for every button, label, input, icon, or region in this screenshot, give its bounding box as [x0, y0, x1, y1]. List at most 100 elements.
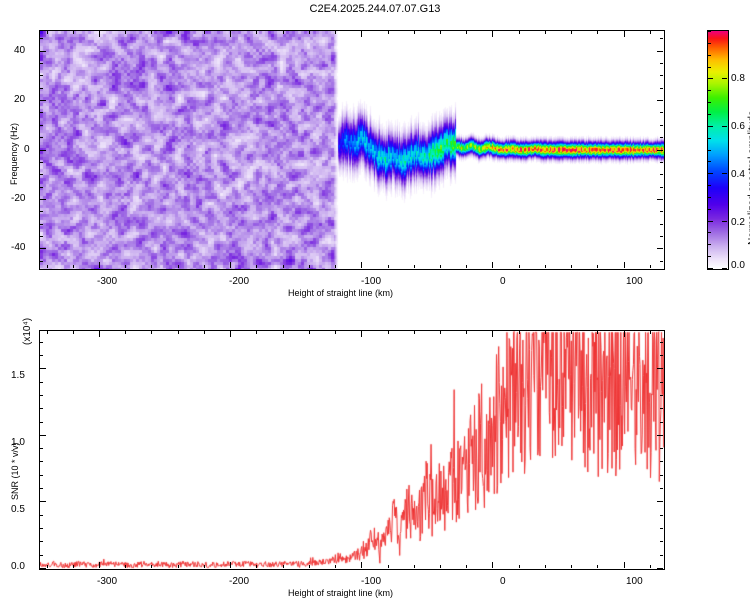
axis-tick [624, 31, 625, 37]
axis-tick [660, 38, 663, 39]
axis-tick [597, 31, 598, 34]
axis-tick [151, 331, 152, 334]
snr-y-axis-title: SNR (10 * v/v) [10, 442, 20, 500]
colorbar-tick-label-08: 0.8 [731, 73, 745, 84]
axis-tick [40, 501, 43, 502]
spec-ytick-label-20n: -20 [11, 193, 26, 204]
colorbar-minor-tick [708, 126, 711, 127]
axis-tick [650, 31, 651, 34]
axis-tick [660, 125, 663, 126]
axis-tick [660, 100, 663, 101]
axis-tick [40, 422, 43, 423]
axis-tick [660, 528, 663, 529]
colorbar-minor-tick [708, 67, 711, 68]
colorbar-minor-tick [708, 102, 711, 103]
axis-tick [309, 31, 310, 34]
axis-tick [335, 31, 336, 34]
axis-tick [361, 331, 362, 337]
axis-tick [466, 31, 467, 34]
axis-tick [40, 88, 43, 89]
axis-tick [40, 382, 43, 383]
spectrogram-axes [39, 30, 665, 270]
axis-tick [660, 211, 663, 212]
axis-tick [660, 435, 663, 436]
axis-tick [178, 31, 179, 34]
colorbar-tick-label-02: 0.2 [731, 217, 745, 228]
axis-tick [624, 565, 625, 568]
axis-tick [40, 38, 43, 39]
axis-tick [40, 555, 43, 556]
axis-tick [660, 261, 663, 262]
axis-tick [40, 112, 43, 113]
colorbar-minor-tick [708, 150, 711, 151]
axis-tick [660, 555, 663, 556]
colorbar-tick [722, 126, 727, 127]
axis-tick [660, 475, 663, 476]
axis-tick [660, 368, 663, 369]
axis-tick [388, 331, 389, 334]
snr-xtick-label-100n: -100 [361, 576, 382, 587]
spec-xtick-label-100p: 100 [626, 276, 643, 287]
axis-tick [99, 565, 100, 568]
axis-tick [204, 31, 205, 34]
axis-tick [492, 331, 493, 334]
axis-tick [361, 331, 362, 334]
axis-tick [309, 265, 310, 268]
axis-tick [660, 187, 663, 188]
axis-tick [40, 199, 43, 200]
axis-tick [519, 331, 520, 334]
axis-tick [361, 265, 362, 268]
snr-ytick-label-10: 1.0 [11, 437, 25, 448]
colorbar-minor-tick [708, 232, 711, 233]
axis-tick [283, 31, 284, 34]
snr-axes [39, 330, 665, 570]
spec-ytick-label-0: 0 [24, 144, 30, 155]
axis-tick [492, 565, 493, 568]
axis-tick [414, 331, 415, 334]
axis-tick [99, 31, 100, 37]
axis-tick [204, 331, 205, 334]
colorbar-minor-tick [708, 138, 711, 139]
axis-tick [230, 565, 231, 568]
axis-tick [519, 565, 520, 568]
axis-tick [597, 265, 598, 268]
axis-tick [660, 488, 663, 489]
axis-tick [335, 265, 336, 268]
axis-tick [283, 565, 284, 568]
axis-tick [73, 31, 74, 34]
axis-tick [256, 565, 257, 568]
axis-tick [660, 448, 663, 449]
colorbar-minor-tick [708, 43, 711, 44]
axis-tick [73, 331, 74, 334]
axis-tick [492, 265, 493, 268]
colorbar-tick-label-04: 0.4 [731, 169, 745, 180]
axis-tick [335, 565, 336, 568]
axis-tick [40, 137, 43, 138]
axis-tick [40, 435, 46, 436]
colorbar-minor-tick [708, 114, 711, 115]
axis-tick [660, 501, 663, 502]
axis-tick [660, 248, 663, 249]
spec-ytick-label-20p: 20 [14, 94, 26, 105]
axis-tick [414, 265, 415, 268]
axis-tick [650, 565, 651, 568]
axis-tick [40, 100, 46, 101]
axis-tick [335, 331, 336, 334]
axis-tick [414, 565, 415, 568]
axis-tick [40, 408, 43, 409]
axis-tick [519, 265, 520, 268]
axis-tick [47, 331, 48, 334]
axis-tick [40, 355, 43, 356]
spec-ytick-label-40n: -40 [11, 242, 26, 253]
axis-tick [40, 51, 46, 52]
axis-tick [40, 236, 43, 237]
axis-tick [125, 565, 126, 568]
spectrogram-y-axis-title: Frequency (Hz) [9, 122, 19, 185]
spec-xtick-label-200n: -200 [229, 276, 250, 287]
axis-tick [283, 331, 284, 334]
snr-x-axis-title: Height of straight line (km) [288, 588, 394, 598]
axis-tick [73, 565, 74, 568]
axis-tick [660, 515, 663, 516]
axis-tick [40, 528, 43, 529]
